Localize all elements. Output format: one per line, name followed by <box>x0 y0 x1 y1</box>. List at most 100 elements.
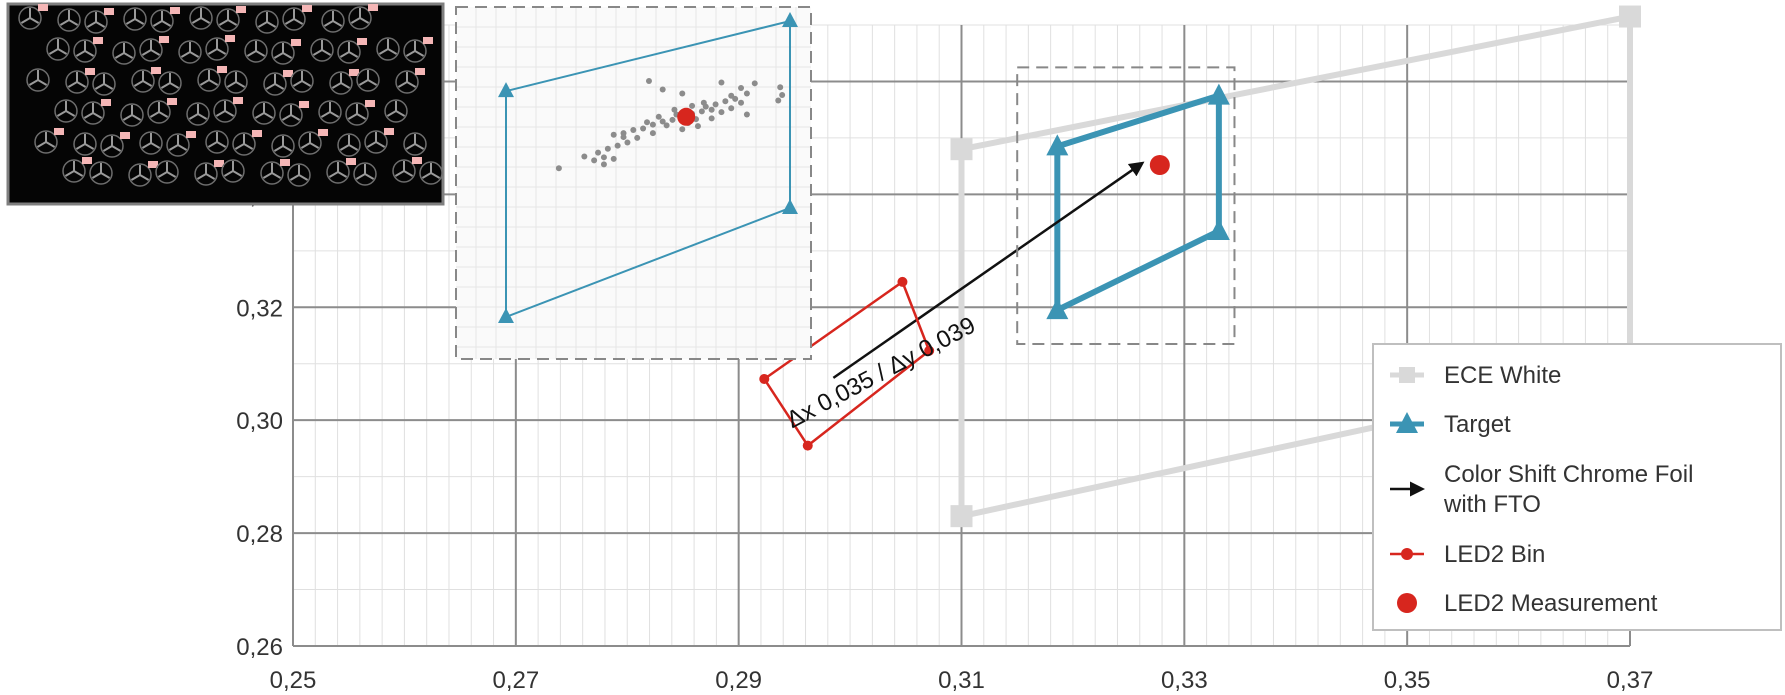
star-emblem-spokes <box>207 39 227 55</box>
x-tick-label: 0,31 <box>938 667 985 694</box>
inset-scatter-point <box>779 92 786 98</box>
inset-scatter-point <box>663 122 670 129</box>
inset-scatter-point <box>722 98 729 105</box>
emblem-label <box>170 7 180 14</box>
legend: ECE White Target Color Shift Chrome Foil wi… <box>1372 343 1782 631</box>
inset-target-marker <box>498 308 514 323</box>
inset-scatter-point <box>581 153 588 160</box>
emblem-label <box>120 132 130 139</box>
x-tick-label: 0,29 <box>715 667 762 694</box>
inset-measurement-marker <box>677 107 696 126</box>
star-emblem-spokes <box>300 133 320 149</box>
inset-scatter-point <box>655 113 662 120</box>
star-emblem-spokes <box>405 41 425 57</box>
star-emblem-ring <box>318 100 342 124</box>
star-emblem-spokes <box>421 163 441 179</box>
star-emblem-spokes <box>234 134 254 150</box>
emblem-label <box>186 131 196 138</box>
inset-scatter-point <box>698 108 705 115</box>
emblem-label <box>368 4 378 11</box>
star-emblem-ring <box>271 134 295 158</box>
star-emblem-spokes <box>358 70 378 86</box>
inset-target-marker <box>782 12 798 27</box>
star-emblem-ring <box>120 103 144 127</box>
star-emblem-spokes <box>188 104 208 120</box>
star-emblem-ring <box>166 133 190 157</box>
star-emblem-spokes <box>257 12 277 28</box>
star-emblem-ring <box>131 69 155 93</box>
star-emblem-spokes <box>265 74 285 90</box>
star-emblem-spokes <box>199 70 219 86</box>
star-emblem-ring <box>252 101 276 125</box>
emblem-label <box>233 97 243 104</box>
star-emblem-ring <box>178 40 202 64</box>
emblem-label <box>54 128 64 135</box>
photo-inset <box>6 2 445 206</box>
ece-white-marker <box>1399 367 1415 383</box>
x-tick-label: 0,37 <box>1607 667 1654 694</box>
inset-scatter-point <box>689 102 696 109</box>
inset-border <box>455 6 812 360</box>
inset-background <box>456 7 811 359</box>
inset-scatter-point <box>679 90 686 97</box>
star-emblem-ring <box>224 70 248 94</box>
star-emblem-ring <box>282 7 306 31</box>
emblem-label <box>365 100 375 107</box>
inset-scatter-point <box>630 127 637 134</box>
inset-scatter-point <box>671 106 678 113</box>
emblem-label <box>225 35 235 42</box>
star-emblem-spokes <box>397 72 417 88</box>
star-emblem-ring <box>395 70 419 94</box>
emblem-label <box>415 68 425 75</box>
star-emblem-ring <box>123 7 147 31</box>
legend-label-color-shift-chrome-foil-with-fto: with FTO <box>1443 491 1541 518</box>
emblem-label <box>349 69 359 76</box>
inset-scatter-point <box>600 154 607 161</box>
emblem-label <box>299 101 309 108</box>
inset-scatter-point <box>555 165 562 172</box>
legend-label-ece-white: ECE White <box>1444 362 1561 389</box>
emblem-label <box>302 5 312 12</box>
star-emblem-spokes <box>94 74 114 90</box>
star-emblem-ring <box>337 133 361 157</box>
emblem-label <box>217 66 227 73</box>
inset-scatter-point <box>649 121 656 128</box>
star-emblem-spokes <box>91 163 111 179</box>
star-emblem-spokes <box>67 72 87 88</box>
legend-label-target: Target <box>1444 411 1511 438</box>
star-emblem-ring <box>310 38 334 62</box>
ece-white-marker <box>950 505 973 528</box>
target-marker <box>1396 412 1418 433</box>
emblem-label <box>82 157 92 164</box>
star-emblem-ring <box>155 160 179 184</box>
emblem-label <box>252 130 262 137</box>
star-emblem-spokes <box>130 165 150 181</box>
star-emblem-ring <box>147 100 171 124</box>
led2-bin-marker <box>924 345 935 356</box>
star-emblem-spokes <box>122 105 142 121</box>
emblem-label <box>148 161 158 168</box>
star-emblem-ring <box>18 6 42 30</box>
star-emblem-spokes <box>331 73 351 89</box>
star-emblem-spokes <box>218 10 238 26</box>
delta-annotation: Δx 0,035 / Δy 0,039 <box>782 312 980 434</box>
y-tick-label: 0,26 <box>236 634 283 661</box>
inset-scatter-point <box>679 126 686 133</box>
inset-scatter-point <box>708 115 715 122</box>
star-emblem-ring <box>54 99 78 123</box>
star-emblem-ring <box>384 99 408 123</box>
inset-scatter-point <box>728 92 735 99</box>
inset-scatter-point <box>644 119 651 126</box>
emblem-label <box>283 70 293 77</box>
star-emblem-ring <box>244 39 268 63</box>
inset-scatter-point <box>659 86 666 93</box>
star-emblem-spokes <box>273 136 293 152</box>
star-emblem-ring <box>73 39 97 63</box>
inset-scatter-point <box>659 118 666 125</box>
led2-bin-marker <box>802 440 813 451</box>
star-emblem-ring <box>46 37 70 61</box>
star-emblem-ring <box>392 159 416 183</box>
star-emblem-spokes <box>328 162 348 178</box>
inset-scatter-point <box>777 84 784 91</box>
star-emblem-spokes <box>48 39 68 55</box>
